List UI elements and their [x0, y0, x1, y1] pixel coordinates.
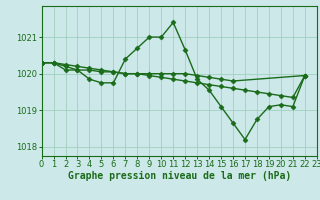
- X-axis label: Graphe pression niveau de la mer (hPa): Graphe pression niveau de la mer (hPa): [68, 171, 291, 181]
